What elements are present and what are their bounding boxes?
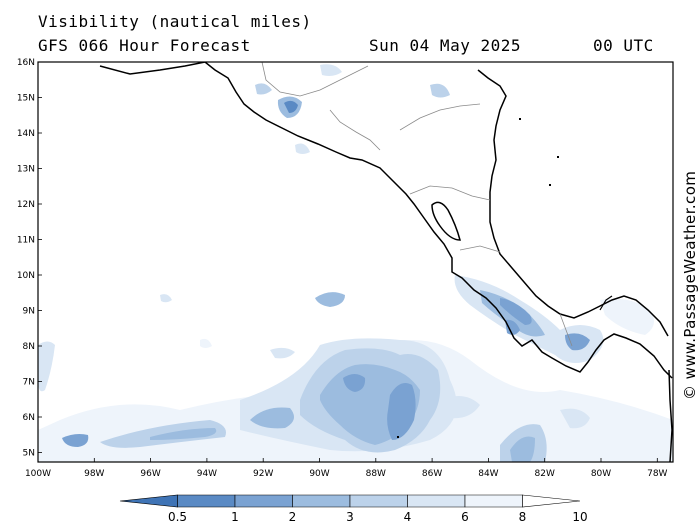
lon-tick-label: 98W bbox=[84, 469, 104, 479]
colorbar-segment bbox=[407, 494, 466, 508]
colorbar-label: 0.5 bbox=[168, 510, 187, 524]
lat-tick-label: 7N bbox=[23, 378, 35, 388]
coastlines bbox=[99, 62, 673, 462]
longitude-axis: 100W 98W 96W 94W 92W 90W 88W 86W 84W 82W 80W 78W bbox=[25, 458, 668, 479]
colorbar-segment bbox=[234, 494, 293, 508]
colorbar-segment bbox=[349, 494, 408, 508]
map-frame bbox=[37, 61, 674, 463]
lon-tick-label: 94W bbox=[197, 469, 217, 479]
colorbar-segment bbox=[177, 494, 236, 508]
colorbar-label: 2 bbox=[289, 510, 297, 524]
colorbar-segment bbox=[522, 494, 581, 508]
lon-tick-label: 80W bbox=[591, 469, 611, 479]
lat-tick-label: 15N bbox=[17, 94, 35, 104]
lon-tick-label: 82W bbox=[535, 469, 555, 479]
lat-tick-label: 5N bbox=[23, 449, 35, 459]
colorbar-segment bbox=[119, 494, 178, 508]
islands bbox=[397, 118, 559, 438]
lon-tick-label: 78W bbox=[647, 469, 667, 479]
visibility-colorbar: 0.5 1 2 3 4 6 8 10 bbox=[119, 494, 588, 524]
forecast-date: Sun 04 May 2025 bbox=[369, 36, 521, 55]
lat-tick-label: 16N bbox=[17, 58, 35, 68]
lat-tick-label: 14N bbox=[17, 129, 35, 139]
lat-tick-label: 12N bbox=[17, 200, 35, 210]
lat-tick-label: 13N bbox=[17, 165, 35, 175]
colorbar-segment bbox=[292, 494, 351, 508]
lon-tick-label: 86W bbox=[422, 469, 442, 479]
colorbar-label: 1 bbox=[231, 510, 239, 524]
colorbar-label: 6 bbox=[461, 510, 469, 524]
lon-tick-label: 88W bbox=[366, 469, 386, 479]
map-title: Visibility (nautical miles) bbox=[38, 12, 312, 31]
colorbar-label: 3 bbox=[346, 510, 354, 524]
lat-tick-label: 11N bbox=[17, 236, 35, 246]
colorbar-segment bbox=[464, 494, 523, 508]
lon-tick-label: 92W bbox=[253, 469, 273, 479]
colorbar-label: 8 bbox=[519, 510, 527, 524]
latitude-axis: 16N 15N 14N 13N 12N 11N 10N 9N 8N 7N 6N 5N bbox=[17, 58, 42, 459]
lon-tick-label: 100W bbox=[25, 469, 51, 479]
visibility-field bbox=[38, 64, 673, 462]
lat-tick-label: 8N bbox=[23, 342, 35, 352]
colorbar-label: 4 bbox=[404, 510, 412, 524]
lat-tick-label: 10N bbox=[17, 271, 35, 281]
colorbar-label: 10 bbox=[572, 510, 587, 524]
lat-tick-label: 6N bbox=[23, 413, 35, 423]
forecast-model: GFS 066 Hour Forecast bbox=[38, 36, 251, 55]
lon-tick-label: 90W bbox=[309, 469, 329, 479]
forecast-time: 00 UTC bbox=[593, 36, 654, 55]
lon-tick-label: 96W bbox=[140, 469, 160, 479]
lon-tick-label: 84W bbox=[478, 469, 498, 479]
lat-tick-label: 9N bbox=[23, 307, 35, 317]
